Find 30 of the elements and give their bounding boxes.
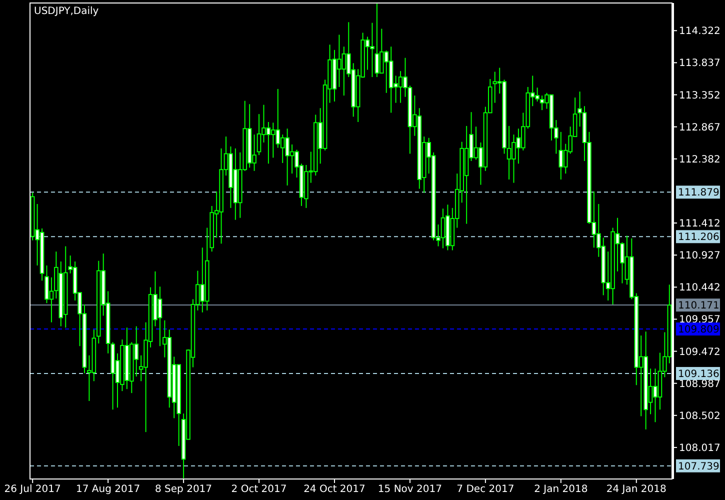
x-tick-label: 26 Jul 2017 xyxy=(4,484,61,495)
x-tick-label: 15 Nov 2017 xyxy=(378,484,442,495)
ref-line-label: 111.206 xyxy=(678,232,720,244)
y-tick-label: 108.017 xyxy=(679,442,720,454)
y-tick-label: 112.382 xyxy=(679,154,720,166)
ref-line-label: 107.739 xyxy=(678,461,720,472)
chart-title: USDJPY,Daily xyxy=(34,6,99,17)
x-tick-label: 2 Oct 2017 xyxy=(231,484,287,495)
x-tick-label: 24 Oct 2017 xyxy=(304,484,366,495)
y-tick-label: 108.987 xyxy=(679,378,720,390)
x-tick-label: 2 Jan 2018 xyxy=(534,484,588,495)
candlestick xyxy=(492,71,498,104)
y-tick-label: 110.927 xyxy=(679,250,720,262)
y-tick-label: 109.957 xyxy=(679,314,720,326)
x-tick-label: 24 Jan 2018 xyxy=(606,484,666,495)
x-tick-label: 7 Dec 2017 xyxy=(456,484,514,495)
x-tick-label: 8 Sep 2017 xyxy=(155,484,212,495)
y-tick-label: 108.502 xyxy=(679,410,720,422)
y-tick-label: 109.472 xyxy=(679,346,720,358)
y-tick-label: 113.352 xyxy=(679,90,720,102)
y-tick-label: 110.442 xyxy=(679,282,720,294)
x-tick-label: 17 Aug 2017 xyxy=(76,484,140,495)
ref-line-label: 111.879 xyxy=(678,188,720,199)
ref-line-label: 110.171 xyxy=(678,300,720,312)
y-tick-label: 111.412 xyxy=(679,218,720,230)
ref-line-label: 109.136 xyxy=(678,368,720,380)
y-tick-label: 114.322 xyxy=(679,26,720,38)
ref-line-label: 109.809 xyxy=(678,324,720,336)
y-tick-label: 112.867 xyxy=(679,122,720,134)
y-tick-label: 113.837 xyxy=(679,58,720,70)
